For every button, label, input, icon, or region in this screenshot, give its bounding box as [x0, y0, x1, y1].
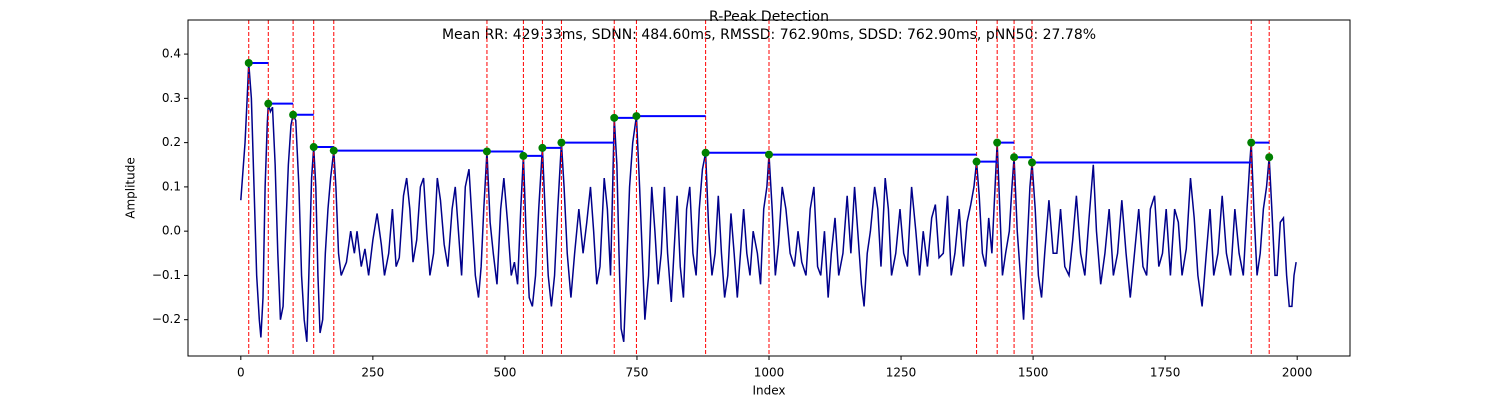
y-tick-label: 0.4: [162, 47, 181, 61]
x-tick-label: 1750: [1150, 366, 1181, 380]
peak-marker: [538, 143, 547, 152]
peak-marker: [309, 143, 318, 152]
x-tick-label: 2000: [1282, 366, 1313, 380]
y-tick-label: 0.1: [162, 179, 181, 193]
x-tick-label: 1250: [886, 366, 917, 380]
x-axis-label: Index: [752, 384, 785, 398]
peak-marker: [610, 113, 619, 122]
plot-frame: [187, 19, 1351, 357]
x-tick-label: 500: [493, 366, 516, 380]
peak-marker: [329, 146, 338, 155]
peak-marker: [519, 151, 528, 160]
peak-marker: [993, 138, 1002, 147]
peak-marker: [1265, 153, 1274, 162]
y-tick-label: 0.0: [162, 224, 181, 238]
peak-marker: [264, 99, 273, 108]
x-tick-label: 1500: [1018, 366, 1049, 380]
signal-line: [240, 62, 1297, 342]
x-tick-label: 750: [626, 366, 649, 380]
y-tick-label: 0.3: [162, 91, 181, 105]
x-tick-label: 250: [361, 366, 384, 380]
x-tick-label: 1000: [754, 366, 785, 380]
peak-marker: [244, 58, 253, 67]
peak-marker: [482, 147, 491, 156]
y-axis-label: Amplitude: [124, 157, 138, 219]
peak-marker: [289, 110, 298, 119]
chart-title: R-Peak Detection: [709, 9, 829, 25]
peak-marker: [557, 138, 566, 147]
peak-marker: [1247, 138, 1256, 147]
y-tick-label: −0.1: [152, 268, 181, 282]
peak-marker: [1028, 158, 1037, 167]
y-tick-label: −0.2: [152, 312, 181, 326]
peak-marker: [972, 157, 981, 166]
peak-marker: [632, 112, 641, 121]
peak-marker: [1010, 153, 1019, 162]
y-tick-label: 0.2: [162, 135, 181, 149]
peak-marker: [701, 148, 710, 157]
x-tick-label: 0: [237, 366, 245, 380]
peak-marker: [765, 150, 773, 159]
